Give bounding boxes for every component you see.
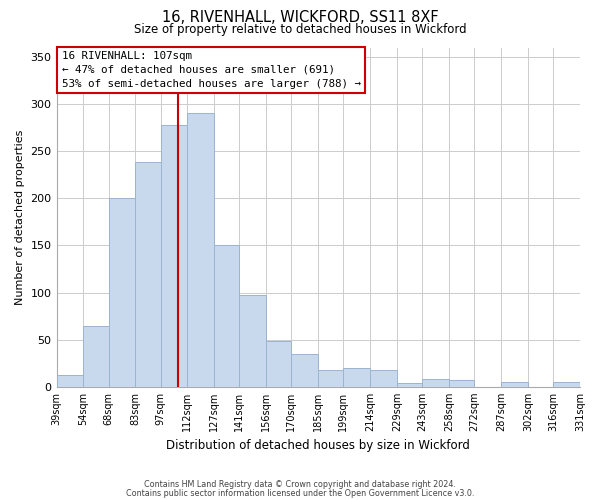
Bar — [161, 125, 187, 387]
Text: 16, RIVENHALL, WICKFORD, SS11 8XF: 16, RIVENHALL, WICKFORD, SS11 8XF — [161, 10, 439, 25]
Bar — [553, 382, 580, 387]
Bar — [83, 326, 109, 387]
Bar — [136, 162, 161, 387]
Bar — [239, 296, 266, 387]
Bar — [266, 340, 292, 387]
Bar — [187, 112, 214, 387]
Bar — [318, 370, 343, 387]
Bar — [214, 246, 239, 387]
Bar — [370, 370, 397, 387]
Bar — [422, 380, 449, 387]
Y-axis label: Number of detached properties: Number of detached properties — [15, 130, 25, 305]
X-axis label: Distribution of detached houses by size in Wickford: Distribution of detached houses by size … — [166, 440, 470, 452]
Bar — [343, 368, 370, 387]
Bar — [449, 380, 474, 387]
Bar — [397, 383, 422, 387]
Text: 16 RIVENHALL: 107sqm
← 47% of detached houses are smaller (691)
53% of semi-deta: 16 RIVENHALL: 107sqm ← 47% of detached h… — [62, 51, 361, 89]
Text: Contains public sector information licensed under the Open Government Licence v3: Contains public sector information licen… — [126, 488, 474, 498]
Bar — [109, 198, 136, 387]
Text: Contains HM Land Registry data © Crown copyright and database right 2024.: Contains HM Land Registry data © Crown c… — [144, 480, 456, 489]
Bar — [292, 354, 318, 387]
Text: Size of property relative to detached houses in Wickford: Size of property relative to detached ho… — [134, 22, 466, 36]
Bar — [501, 382, 528, 387]
Bar — [56, 374, 83, 387]
